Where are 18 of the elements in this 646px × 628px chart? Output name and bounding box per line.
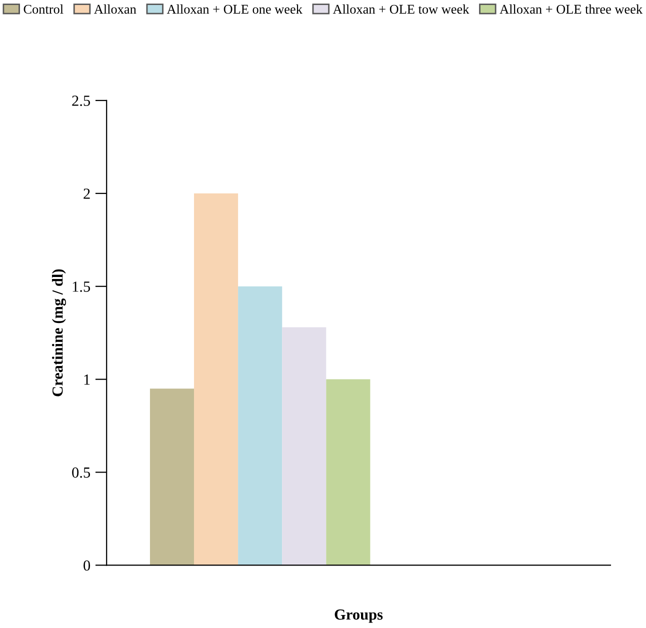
y-tick-label: 2.5 [72, 96, 90, 106]
legend-label: Alloxan [94, 4, 136, 14]
legend-label: Alloxan + OLE three week [500, 4, 643, 14]
y-axis-title: Creatinine (mg / dl) [52, 269, 66, 396]
y-tick-label: 0 [84, 560, 90, 571]
legend-label: Alloxan + OLE one week [166, 4, 302, 14]
legend-label: Alloxan + OLE tow week [332, 4, 470, 14]
bar [194, 193, 238, 566]
y-tick-label: 0.5 [72, 467, 90, 478]
bar [238, 286, 282, 566]
bar [326, 379, 370, 566]
bar [282, 327, 326, 566]
x-axis-title: Groups [334, 609, 383, 623]
bar [150, 388, 194, 566]
y-tick-label: 1 [84, 374, 90, 385]
y-tick-label: 1.5 [72, 282, 90, 292]
legend-label: Control [24, 4, 64, 14]
y-tick-label: 2 [84, 188, 90, 199]
